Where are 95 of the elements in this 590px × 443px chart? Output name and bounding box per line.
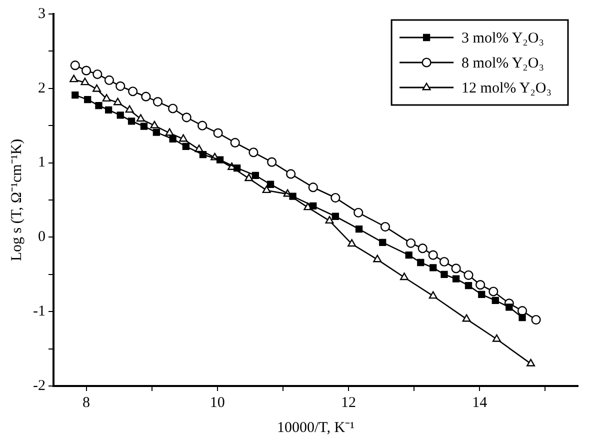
point <box>308 182 318 192</box>
point <box>230 138 240 148</box>
point <box>332 212 339 220</box>
point <box>266 180 274 188</box>
point <box>373 254 382 262</box>
point <box>451 264 461 274</box>
point <box>116 112 124 119</box>
point <box>70 60 80 70</box>
point <box>165 128 174 136</box>
point <box>506 304 513 311</box>
point <box>152 96 163 107</box>
point <box>168 104 178 114</box>
x-tick-label: 12 <box>341 394 356 411</box>
point <box>114 98 122 106</box>
x-tick-label: 8 <box>82 394 90 411</box>
point <box>400 272 408 280</box>
point <box>379 238 386 246</box>
point <box>84 96 92 104</box>
point <box>169 135 176 143</box>
point <box>492 296 499 304</box>
y-axis-title: Log s (T, Ω⁻¹cm⁻¹K) <box>8 138 25 262</box>
x-tick-label: 10 <box>210 394 225 411</box>
point <box>92 69 102 80</box>
point <box>252 172 259 180</box>
point <box>141 92 151 102</box>
legend-label: 12 mol% Y₂O₃ <box>462 80 552 96</box>
point <box>267 157 277 167</box>
point <box>234 164 241 172</box>
y-tick-label: -1 <box>32 304 46 320</box>
x-tick-label: 14 <box>472 394 488 411</box>
point <box>478 290 486 298</box>
point <box>488 286 498 296</box>
point <box>140 122 148 130</box>
point <box>125 105 134 113</box>
y-tick-label: 1 <box>38 154 46 171</box>
point <box>182 112 192 122</box>
point <box>380 222 390 232</box>
point <box>136 114 145 122</box>
point <box>92 84 102 92</box>
point <box>464 282 472 290</box>
point <box>95 102 102 110</box>
legend-label: 3 mol% Y₂O₃ <box>462 30 544 46</box>
point <box>428 250 438 260</box>
y-tick-label: -2 <box>32 378 46 394</box>
y-tick-label: 3 <box>38 6 46 22</box>
point <box>476 280 486 290</box>
point <box>128 118 136 125</box>
point <box>492 334 501 342</box>
point <box>417 258 424 266</box>
point <box>152 128 160 136</box>
point <box>418 244 428 254</box>
point <box>179 134 188 142</box>
point <box>531 314 541 325</box>
point <box>102 94 111 102</box>
point <box>216 156 224 164</box>
point <box>464 270 474 280</box>
point <box>198 120 208 130</box>
point <box>354 208 364 218</box>
point <box>330 192 340 203</box>
point <box>452 275 460 282</box>
point <box>81 66 92 76</box>
y-tick-label: 2 <box>38 80 46 96</box>
point <box>128 86 138 96</box>
point <box>262 186 271 194</box>
point <box>430 264 437 272</box>
point <box>526 358 536 366</box>
point <box>428 291 438 299</box>
point <box>244 174 254 182</box>
point <box>104 75 114 86</box>
y-tick-label: 0 <box>38 229 46 246</box>
point <box>439 256 450 267</box>
point <box>289 192 296 200</box>
point <box>116 81 126 91</box>
point <box>105 106 112 114</box>
point <box>310 202 317 210</box>
x-axis-title: 10000/T, K⁻¹ <box>276 420 355 436</box>
point <box>213 128 223 138</box>
point <box>406 238 416 248</box>
point <box>518 314 526 322</box>
point <box>325 216 334 224</box>
point <box>72 92 79 99</box>
point <box>150 120 159 128</box>
point <box>517 306 528 316</box>
point <box>348 239 356 247</box>
point <box>355 225 363 233</box>
point <box>199 151 207 158</box>
point <box>440 270 448 278</box>
point <box>462 314 471 322</box>
point <box>286 169 296 179</box>
point <box>182 142 190 150</box>
point <box>405 251 412 259</box>
legend-label: 8 mol% Y₂O₃ <box>462 55 544 72</box>
point <box>80 78 90 86</box>
point <box>248 148 258 158</box>
point <box>70 74 78 82</box>
